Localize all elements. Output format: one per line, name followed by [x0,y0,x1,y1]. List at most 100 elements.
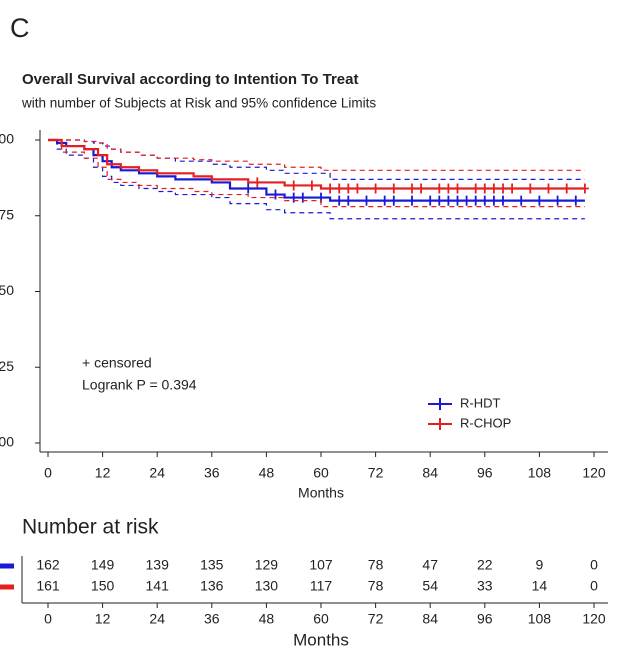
risk-row-swatch [0,584,14,590]
x-tick-label: 72 [368,465,384,481]
censor-mark [435,183,444,194]
censor-mark [426,195,435,206]
x-tick-label: 96 [477,465,493,481]
censor-mark [244,183,253,194]
x-tick-label: 12 [95,465,111,481]
censor-mark [408,195,416,206]
y-tick-label: 00 [0,131,14,147]
annotation: + censored [82,355,152,371]
x-tick-label: 108 [528,465,552,481]
censor-mark [508,183,517,194]
legend-swatch [428,398,452,410]
censor-mark [271,189,280,200]
risk-count: 107 [309,557,333,573]
risk-x-tick-label: 24 [149,611,165,627]
censor-mark [571,195,580,206]
x-tick-label: 84 [422,465,438,481]
risk-x-tick-label: 12 [95,611,111,627]
risk-x-tick-label: 36 [204,611,220,627]
censor-mark [499,183,507,194]
censor-mark [444,195,453,206]
risk-x-tick-label: 48 [259,611,275,627]
risk-count: 78 [368,557,384,573]
risk-count: 139 [146,557,170,573]
risk-x-tick-label: 72 [368,611,384,627]
censor-mark [517,195,526,206]
risk-count: 54 [422,578,438,594]
censor-mark [526,183,535,194]
risk-x-tick-label: 60 [313,611,329,627]
risk-count: 149 [91,557,115,573]
risk-x-tick-label: 0 [44,611,52,627]
censor-mark [362,195,371,206]
censor-mark [389,183,398,194]
censor-mark [371,183,380,194]
censor-mark [408,183,416,194]
y-tick-label: 25 [0,358,14,374]
panel-label: C [10,13,30,43]
legend-swatch [428,418,452,430]
risk-count: 135 [200,557,224,573]
censor-mark [453,195,462,206]
censor-mark [435,195,444,206]
x-tick-label: 120 [582,465,606,481]
censor-mark [326,183,335,194]
censor-mark [335,183,344,194]
censor-mark [562,183,571,194]
legend-label: R-CHOP [460,415,511,430]
chart-subtitle: with number of Subjects at Risk and 95% … [21,96,376,111]
legend-label: R-HDT [460,395,500,410]
risk-axis-label: Months [293,630,349,649]
ci-line [48,139,585,208]
x-tick-label: 60 [313,465,329,481]
censor-mark [335,195,344,206]
x-tick-label: 48 [259,465,275,481]
y-tick-label: 00 [0,434,14,450]
x-tick-label: 36 [204,465,220,481]
risk-count: 129 [255,557,279,573]
censor-mark [544,183,553,194]
ci-line [48,139,585,180]
censor-mark [489,195,498,206]
risk-count: 78 [368,578,384,594]
risk-row-swatch [0,563,14,569]
ci-line [48,139,585,220]
risk-x-tick-label: 84 [422,611,438,627]
censor-mark [344,195,353,206]
y-tick-label: 75 [0,206,14,222]
risk-count: 9 [536,557,544,573]
x-axis-label: Months [298,485,344,501]
risk-x-tick-label: 108 [528,611,552,627]
censor-mark [553,195,562,206]
censor-mark [289,180,298,191]
risk-count: 14 [532,578,548,594]
censor-mark [471,183,480,194]
censor-mark [499,195,507,206]
censor-mark [453,183,462,194]
censor-mark [580,183,589,194]
ci-line [48,139,585,171]
survival-curve [48,138,585,190]
censor-mark [535,195,544,206]
censor-mark [380,195,389,206]
censor-mark [471,195,480,206]
risk-count: 150 [91,578,115,594]
censor-mark [480,183,489,194]
censor-mark [444,183,453,194]
censor-mark [253,177,262,188]
censor-mark [307,180,316,191]
chart-title: Overall Survival according to Intention … [22,71,358,88]
risk-table-title: Number at risk [22,516,159,539]
x-tick-label: 24 [149,465,165,481]
censor-mark [389,195,398,206]
risk-count: 47 [422,557,438,573]
y-tick-label: 50 [0,282,14,298]
censor-mark [480,195,489,206]
risk-count: 0 [590,578,598,594]
censor-mark [353,183,362,194]
censor-mark [417,183,426,194]
risk-count: 162 [36,557,60,573]
censor-mark [344,183,353,194]
annotation: Logrank P = 0.394 [82,377,197,393]
